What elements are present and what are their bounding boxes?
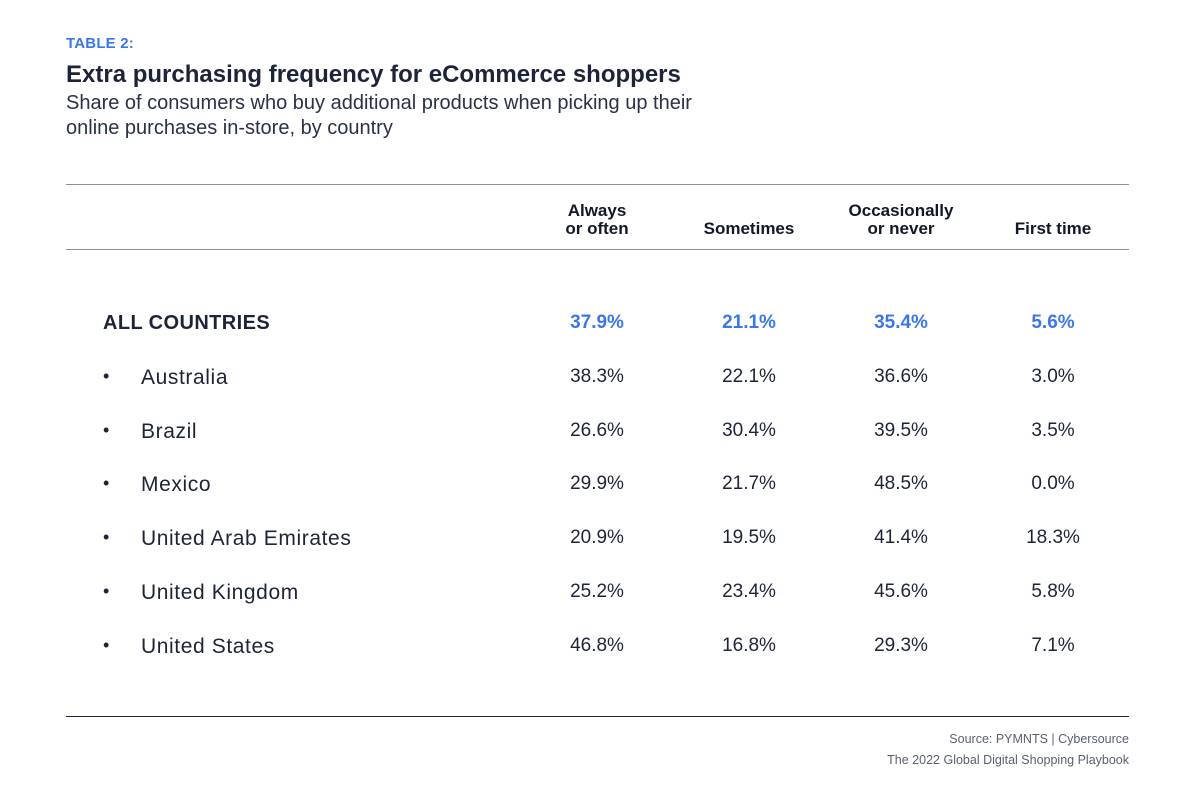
cell-occasionally-or-never: 48.5%	[874, 473, 928, 494]
column-header-2: Occasionally or never	[848, 201, 954, 238]
bullet-marker: •	[103, 581, 110, 601]
bullet-marker: •	[103, 420, 110, 440]
cell-occasionally-or-never: 29.3%	[874, 635, 928, 656]
cell-first-time: 5.6%	[1031, 312, 1075, 333]
cell-always-or-often: 20.9%	[570, 527, 624, 548]
cell-sometimes: 19.5%	[722, 527, 776, 548]
table-row-all-countries: ALL COUNTRIES 37.9% 21.1% 35.4% 5.6%	[0, 312, 1188, 342]
cell-occasionally-or-never: 36.6%	[874, 366, 928, 387]
table-row: • United States 46.8% 16.8% 29.3% 7.1%	[0, 635, 1188, 665]
header-top-rule	[66, 184, 1129, 185]
cell-occasionally-or-never: 41.4%	[874, 527, 928, 548]
cell-always-or-often: 29.9%	[570, 473, 624, 494]
cell-sometimes: 22.1%	[722, 366, 776, 387]
row-label: ALL COUNTRIES	[103, 312, 271, 334]
table-row: • Australia 38.3% 22.1% 36.6% 3.0%	[0, 366, 1188, 396]
row-label: United States	[141, 635, 275, 658]
row-label: Australia	[141, 366, 229, 389]
cell-sometimes: 16.8%	[722, 635, 776, 656]
table-row: • United Kingdom 25.2% 23.4% 45.6% 5.8%	[0, 581, 1188, 611]
row-label: United Arab Emirates	[141, 527, 352, 550]
cell-occasionally-or-never: 35.4%	[874, 312, 928, 333]
cell-occasionally-or-never: 39.5%	[874, 420, 928, 441]
cell-first-time: 18.3%	[1026, 527, 1080, 548]
cell-sometimes: 21.1%	[722, 312, 776, 333]
header-bottom-rule	[66, 249, 1129, 250]
cell-first-time: 7.1%	[1031, 635, 1075, 656]
cell-sometimes: 30.4%	[722, 420, 776, 441]
table-subtitle: Share of consumers who buy additional pr…	[66, 92, 692, 139]
cell-always-or-often: 25.2%	[570, 581, 624, 602]
cell-always-or-often: 26.6%	[570, 420, 624, 441]
row-label: Mexico	[141, 473, 212, 496]
bullet-marker: •	[103, 366, 110, 386]
bullet-marker: •	[103, 473, 110, 493]
column-header-3: First time	[1014, 219, 1092, 238]
source-line: Source: PYMNTS | Cybersource	[949, 732, 1129, 746]
publication-line: The 2022 Global Digital Shopping Playboo…	[887, 753, 1129, 767]
row-label: United Kingdom	[141, 581, 299, 604]
bullet-marker: •	[103, 635, 110, 655]
cell-sometimes: 21.7%	[722, 473, 776, 494]
cell-first-time: 0.0%	[1031, 473, 1075, 494]
row-label: Brazil	[141, 420, 198, 443]
table-row: • Brazil 26.6% 30.4% 39.5% 3.5%	[0, 420, 1188, 450]
table-row: • United Arab Emirates 20.9% 19.5% 41.4%…	[0, 527, 1188, 557]
cell-sometimes: 23.4%	[722, 581, 776, 602]
table-row: • Mexico 29.9% 21.7% 48.5% 0.0%	[0, 473, 1188, 503]
table-title: Extra purchasing frequency for eCommerce…	[66, 61, 681, 88]
cell-always-or-often: 37.9%	[570, 312, 624, 333]
column-header-1: Sometimes	[703, 219, 795, 238]
cell-first-time: 3.5%	[1031, 420, 1075, 441]
source-note: Source: PYMNTS | Cybersource The 2022 Gl…	[887, 729, 1129, 771]
footer-rule	[66, 716, 1129, 717]
cell-always-or-often: 38.3%	[570, 366, 624, 387]
cell-first-time: 3.0%	[1031, 366, 1075, 387]
cell-always-or-often: 46.8%	[570, 635, 624, 656]
bullet-marker: •	[103, 527, 110, 547]
cell-occasionally-or-never: 45.6%	[874, 581, 928, 602]
column-header-0: Always or often	[565, 201, 629, 238]
cell-first-time: 5.8%	[1031, 581, 1075, 602]
table-number-label: TABLE 2:	[66, 35, 134, 52]
